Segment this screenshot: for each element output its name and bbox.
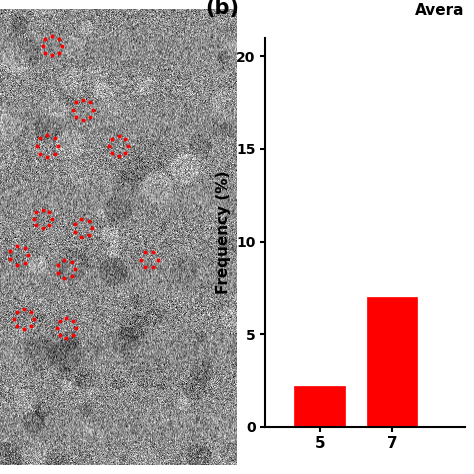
Text: (b): (b) xyxy=(206,0,240,18)
Bar xyxy=(294,386,345,427)
Bar xyxy=(367,297,418,427)
Text: Avera: Avera xyxy=(415,3,465,18)
Y-axis label: Frequency (%): Frequency (%) xyxy=(216,171,231,294)
